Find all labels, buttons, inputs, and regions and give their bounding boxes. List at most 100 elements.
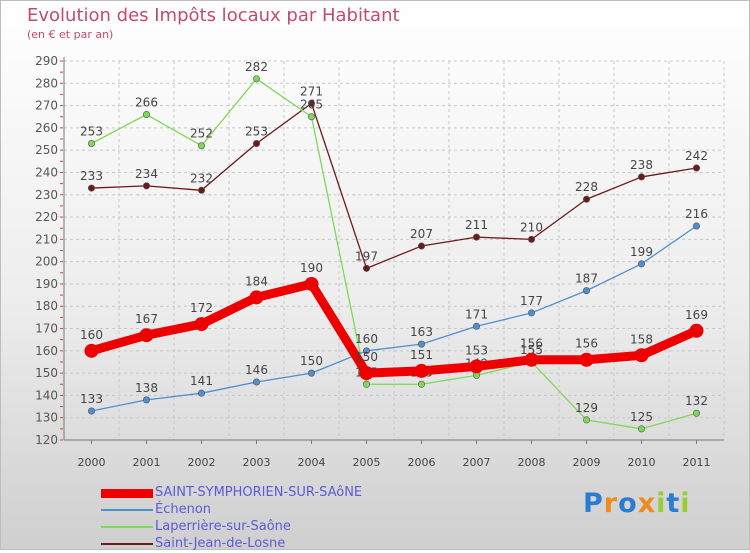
data-label: 199 bbox=[630, 245, 653, 259]
data-label: 167 bbox=[135, 312, 158, 326]
data-label: 156 bbox=[575, 337, 598, 351]
data-label: 232 bbox=[190, 171, 213, 185]
data-point bbox=[417, 340, 425, 348]
y-tick-label: 240 bbox=[35, 165, 58, 179]
data-point bbox=[143, 396, 151, 404]
data-label: 190 bbox=[300, 261, 323, 275]
data-label: 160 bbox=[355, 332, 378, 346]
logo-letter: i bbox=[656, 488, 667, 519]
x-tick-label: 2011 bbox=[683, 456, 711, 469]
data-point bbox=[253, 378, 261, 386]
y-tick-label: 220 bbox=[35, 210, 58, 224]
x-tick-label: 2004 bbox=[298, 456, 326, 469]
series-line-1 bbox=[90, 225, 698, 412]
data-point bbox=[637, 260, 645, 268]
data-label: 125 bbox=[630, 410, 653, 424]
logo-letter: r bbox=[603, 488, 619, 519]
legend-label: SAINT-SYMPHORIEN-SUR-SAôNE bbox=[155, 485, 363, 500]
data-label: 160 bbox=[80, 328, 103, 342]
data-point bbox=[307, 99, 315, 107]
legend-label: Échenon bbox=[155, 502, 212, 517]
data-label: 207 bbox=[410, 227, 433, 241]
data-point bbox=[249, 290, 264, 305]
data-point bbox=[472, 233, 480, 241]
data-point bbox=[582, 287, 590, 295]
data-point bbox=[362, 264, 370, 272]
data-label: 187 bbox=[575, 272, 598, 286]
data-point bbox=[634, 348, 649, 363]
data-label: 216 bbox=[685, 207, 708, 221]
legend-swatch bbox=[101, 526, 153, 528]
data-point bbox=[143, 111, 151, 119]
data-label: 155 bbox=[520, 343, 543, 357]
data-label: 129 bbox=[575, 401, 598, 415]
data-point bbox=[198, 186, 206, 194]
data-label: 238 bbox=[630, 158, 653, 172]
logo-letter: o bbox=[618, 488, 638, 519]
data-point bbox=[362, 347, 370, 355]
data-label: 156 bbox=[520, 337, 543, 351]
data-point bbox=[692, 164, 700, 172]
data-point bbox=[88, 139, 96, 147]
data-point bbox=[692, 222, 700, 230]
data-label: 138 bbox=[135, 381, 158, 395]
y-tick-label: 260 bbox=[35, 121, 58, 135]
data-point bbox=[579, 352, 594, 367]
data-label: 163 bbox=[410, 325, 433, 339]
data-label: 141 bbox=[190, 374, 213, 388]
logo-letter: x bbox=[637, 488, 657, 519]
x-tick-label: 2001 bbox=[133, 456, 161, 469]
y-tick-label: 290 bbox=[35, 54, 58, 68]
data-point bbox=[88, 407, 96, 415]
y-tick-label: 130 bbox=[35, 411, 58, 425]
y-tick-label: 250 bbox=[35, 143, 58, 157]
x-tick-label: 2006 bbox=[408, 456, 436, 469]
data-point bbox=[417, 380, 425, 388]
data-point bbox=[637, 173, 645, 181]
data-label: 172 bbox=[190, 301, 213, 315]
data-point bbox=[524, 352, 539, 367]
data-point bbox=[472, 322, 480, 330]
data-label: 153 bbox=[465, 343, 488, 357]
x-tick-label: 2000 bbox=[78, 456, 106, 469]
proxiti-logo: Proxiti bbox=[583, 488, 691, 519]
data-label: 132 bbox=[685, 394, 708, 408]
y-tick-label: 140 bbox=[35, 388, 58, 402]
data-point bbox=[198, 389, 206, 397]
data-label: 266 bbox=[135, 96, 158, 110]
data-label: 253 bbox=[80, 124, 103, 138]
data-label: 150 bbox=[355, 350, 378, 364]
y-tick-label: 180 bbox=[35, 299, 58, 313]
series-line-0 bbox=[87, 279, 701, 378]
y-tick-label: 230 bbox=[35, 188, 58, 202]
data-label: 233 bbox=[80, 169, 103, 183]
data-point bbox=[143, 182, 151, 190]
data-label: 133 bbox=[80, 392, 103, 406]
legend-swatch bbox=[101, 488, 153, 498]
data-point bbox=[253, 75, 261, 83]
logo-letter: t bbox=[666, 488, 681, 519]
data-point bbox=[362, 380, 370, 388]
data-label: 177 bbox=[520, 294, 543, 308]
data-label: 271 bbox=[300, 84, 323, 98]
data-point bbox=[582, 416, 590, 424]
y-tick-label: 120 bbox=[35, 433, 58, 447]
data-point bbox=[692, 409, 700, 417]
data-point bbox=[304, 276, 319, 291]
data-point bbox=[253, 139, 261, 147]
y-tick-label: 270 bbox=[35, 99, 58, 113]
series-line-2 bbox=[90, 78, 698, 430]
x-tick-label: 2009 bbox=[573, 456, 601, 469]
x-tick-label: 2005 bbox=[353, 456, 381, 469]
logo-letter: P bbox=[583, 488, 604, 519]
data-label: 282 bbox=[245, 60, 268, 74]
y-tick-label: 210 bbox=[35, 232, 58, 246]
data-label: 265 bbox=[300, 98, 323, 112]
data-label: 252 bbox=[190, 127, 213, 141]
logo-letter: i bbox=[680, 488, 691, 519]
legend-swatch bbox=[101, 543, 153, 545]
x-tick-label: 2008 bbox=[518, 456, 546, 469]
data-label: 210 bbox=[520, 220, 543, 234]
data-point bbox=[414, 363, 429, 378]
